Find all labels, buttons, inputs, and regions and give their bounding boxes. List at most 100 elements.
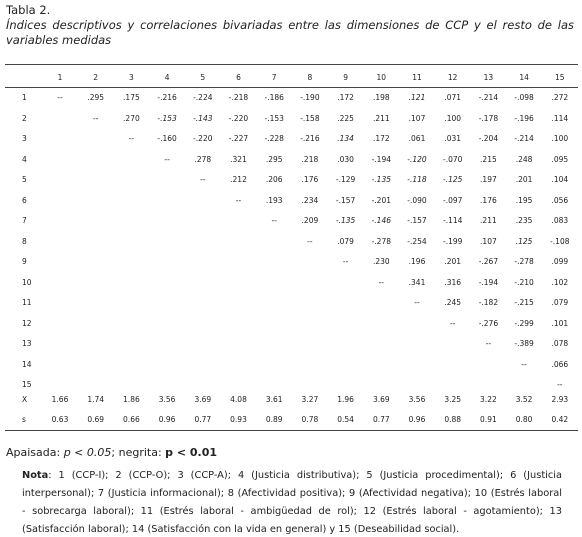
table-cell: 0.66 [123,415,140,424]
table-cell: -.204 [478,134,499,143]
table-cell: .066 [551,359,569,369]
table-cell: -.210 [514,277,534,287]
table-cell: -.216 [157,93,177,102]
note-text: : 1 (CCP-I); 2 (CCP-O); 3 (CCP-A); 4 (Ju… [22,470,562,535]
row-label: 5 [22,175,27,184]
table-cell: .206 [265,175,283,184]
table-cell: .056 [551,195,569,205]
legend-text: Apaisada: [6,446,64,459]
table-cell: .079 [551,298,569,307]
table-cell: -.157 [407,216,427,225]
table-cell: -- [57,93,63,102]
table-cell: -.199 [442,236,463,246]
table-cell: 1.66 [51,395,69,404]
legend: Apaisada: p < 0.05; negrita: p < 0.01 [6,446,217,459]
table-cell: -.146 [371,216,391,225]
row-label: 1 [22,93,27,102]
table-cell: -.118 [407,175,427,184]
table-cell: .121 [408,93,426,102]
row-label: 6 [22,195,27,205]
column-header: 9 [343,73,348,82]
table-cell: .295 [87,93,105,102]
table-cell: .248 [515,154,533,164]
table-cell: .100 [551,134,569,143]
rule [5,64,578,65]
table-cell: -- [485,339,492,348]
row-label: 13 [22,339,32,348]
legend-text: ; negrita: [111,446,166,459]
table-cell: .209 [301,216,319,225]
table-cell: .083 [551,216,569,225]
table-cell: -.215 [514,298,534,307]
column-header: 15 [555,73,565,82]
table-cell: 3.22 [480,395,497,404]
table-cell: -- [342,257,349,266]
table-cell: -- [271,216,277,225]
table-cell: 2.93 [551,395,569,404]
table-cell: -.224 [193,93,213,102]
table-cell: -.278 [371,236,391,246]
table-cell: .030 [337,154,354,164]
table-cell: -- [307,236,313,246]
table-cell: 3.69 [194,395,212,404]
table-cell: 0.89 [265,415,283,424]
row-label: 11 [22,298,32,307]
table-cell: .218 [301,154,319,164]
column-header: 1 [57,73,63,82]
table-cell: -.218 [228,93,249,102]
row-label: 14 [22,359,32,369]
table-cell: 0.93 [230,415,247,424]
table-cell: 3.52 [515,395,533,404]
table-cell: .295 [265,154,283,164]
table-cell: .198 [372,93,390,102]
table-cell: .134 [337,134,354,143]
table-cell: .107 [480,236,497,246]
row-label: 9 [22,257,27,266]
table-cell: .100 [444,113,462,123]
row-label: 4 [22,154,27,164]
table-cell: .079 [337,236,354,246]
table-cell: -- [521,359,527,369]
table-cell: .196 [408,257,426,266]
table-cell: .211 [480,216,497,225]
legend-bold: p < 0.01 [165,446,218,459]
table-cell: 3.56 [158,395,176,404]
table-cell: -.267 [478,257,499,266]
row-label: X [22,395,28,404]
table-cell: -- [414,298,420,307]
table-cell: -.098 [514,93,534,102]
table-cell: 0.77 [372,415,390,424]
table-cell: -- [200,175,206,184]
table-cell: -.125 [442,175,463,184]
table-cell: -.194 [371,154,391,164]
row-label: 7 [22,216,27,225]
table-cell: .176 [301,175,319,184]
table-cell: .101 [551,318,569,328]
table-cell: -.389 [514,339,534,348]
table-cell: .125 [515,236,533,246]
table-cell: .107 [408,113,426,123]
column-header: 5 [200,73,206,82]
table-cell: 0.77 [194,415,212,424]
table-cell: .230 [372,257,390,266]
table-cell: 0.96 [408,415,426,424]
table-cell: -.196 [514,113,534,123]
table-cell: -.120 [407,154,427,164]
table-cell: -- [449,318,456,328]
table-cell: -.201 [371,195,391,205]
table-cell: -.254 [407,236,427,246]
table-cell: 0.88 [444,415,462,424]
note: Nota: 1 (CCP-I); 2 (CCP-O); 3 (CCP-A); 4… [22,467,562,537]
table-cell: -.108 [550,236,570,246]
table-cell: -.220 [228,113,249,123]
table-cell: .175 [123,93,140,102]
table-cell: -.090 [407,195,427,205]
table-cell: .102 [551,277,569,287]
table-cell: .095 [551,154,569,164]
table-cell: 0.78 [301,415,319,424]
table-cell: -- [128,134,135,143]
column-header: 13 [483,73,494,82]
column-header: 3 [129,73,134,82]
table-cell: .172 [372,134,390,143]
